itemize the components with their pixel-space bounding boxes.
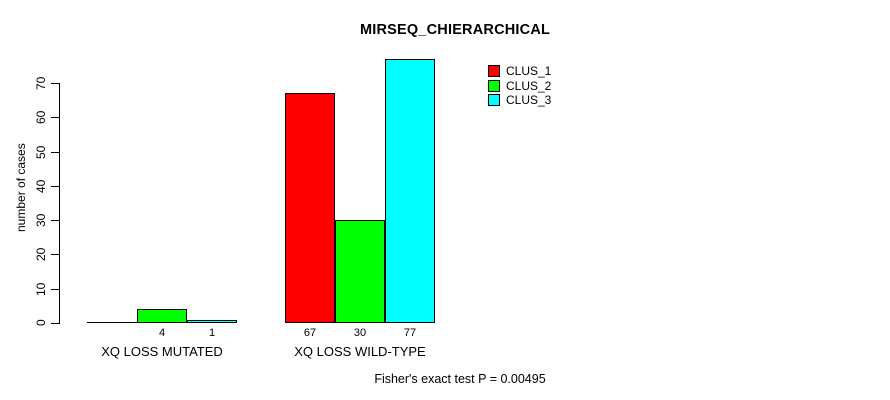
legend-label: CLUS_1 [506,64,552,79]
y-tick [51,254,59,255]
bar [335,220,385,323]
legend-row: CLUS_1 [488,64,551,79]
legend: CLUS_1 CLUS_2 CLUS_3 [488,64,551,108]
bar-value-label: 77 [403,327,417,339]
y-tick [51,323,59,324]
y-tick [51,220,59,221]
y-tick-label: 50 [34,145,48,159]
bar [385,59,435,323]
y-tick [51,117,59,118]
annotation-text: Fisher's exact test P = 0.00495 [374,372,546,386]
legend-swatch [488,94,500,107]
x-category-label: XQ LOSS MUTATED [101,344,223,359]
y-axis-line [59,83,60,324]
y-tick-label: 20 [34,247,48,261]
legend-row: CLUS_3 [488,93,551,108]
zero-height-bar [87,322,137,323]
bar [137,309,187,323]
y-tick-label: 0 [34,319,48,327]
bar [187,320,237,323]
legend-label: CLUS_2 [506,78,552,93]
y-tick-label: 40 [34,179,48,193]
y-tick-label: 30 [34,213,48,227]
y-axis-label: number of cases [14,143,28,233]
legend-swatch [488,79,500,92]
bar [285,93,335,323]
y-tick-label: 10 [34,282,48,296]
y-tick-label: 70 [34,76,48,90]
bar-value-label: 67 [303,327,317,339]
y-tick [51,83,59,84]
y-tick [51,289,59,290]
bar-value-label: 30 [353,327,367,339]
legend-row: CLUS_2 [488,79,551,94]
bar-value-label: 4 [158,327,166,339]
legend-swatch [488,65,500,78]
y-tick [51,152,59,153]
y-tick [51,186,59,187]
bar-value-label: 1 [208,327,216,339]
x-category-label: XQ LOSS WILD-TYPE [294,344,426,359]
chart-title: MIRSEQ_CHIERARCHICAL [359,22,551,38]
legend-label: CLUS_3 [506,93,552,108]
y-tick-label: 60 [34,110,48,124]
